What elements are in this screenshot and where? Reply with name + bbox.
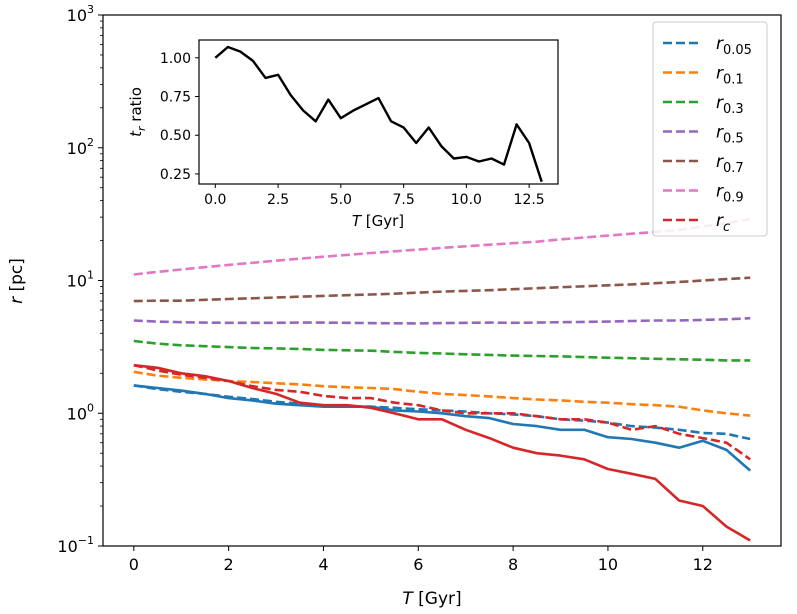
y-tick-exponent: 1: [87, 269, 94, 282]
inset-axes: 0.0 2.5 5.0 7.5 10.0 12.5 0.25 0.50 0.75 1.00: [160, 39, 559, 208]
svg-text:T [Gyr]: T [Gyr]: [402, 589, 461, 609]
inset-y-axis-title: tr ratio: [127, 87, 148, 137]
inset-y-tick-label: 0.75: [160, 90, 191, 106]
series-line-8: [133, 363, 751, 542]
inset-x-tick-label: 10.0: [451, 192, 482, 208]
legend-label-base: r: [716, 182, 724, 202]
legend-label-1: r0.1: [716, 64, 744, 88]
inset-x-tick-label: 2.5: [267, 192, 289, 208]
y-tick-label: 101: [67, 269, 94, 291]
inset-x-axis-title: T [Gyr]: [352, 212, 404, 230]
inset-x-tick-label: 7.5: [392, 192, 414, 208]
legend-label-0: r0.05: [716, 34, 752, 58]
series-line-3: [133, 316, 751, 325]
series-line-2: [133, 339, 751, 362]
y-tick-base: 10: [57, 537, 77, 556]
legend-label-sub: c: [723, 220, 730, 235]
y-tick-base: 10: [67, 272, 87, 291]
svg-text:tr ratio: tr ratio: [127, 87, 148, 137]
x-tick-label: 12: [693, 555, 713, 574]
main-x-axis-title: T [Gyr]: [402, 589, 461, 609]
y-tick-label: 103: [67, 3, 94, 25]
inset-y-tick-label: 0.25: [160, 167, 191, 183]
y-tick-exponent: 3: [87, 3, 94, 16]
legend-label-sub: 0.5: [723, 132, 744, 147]
series-line-7: [133, 384, 752, 472]
y-tick-label: 10−1: [57, 534, 94, 556]
y-tick-exponent: 2: [87, 136, 94, 149]
x-tick-label: 8: [508, 555, 518, 574]
legend-label-5: r0.9: [716, 182, 744, 206]
y-tick-base: 10: [67, 6, 87, 25]
x-tick-label: 6: [413, 555, 423, 574]
main-series-group: [133, 217, 752, 542]
inset-plot-frame: [198, 39, 559, 185]
legend-label-base: r: [716, 93, 724, 113]
inset-series-group: [214, 45, 543, 183]
inset-x-tick-label: 0.0: [204, 192, 226, 208]
inset-series-line-0: [214, 45, 543, 183]
legend-label-base: r: [716, 64, 724, 84]
legend-frame: [652, 21, 768, 237]
y-tick-base: 10: [67, 404, 87, 423]
inset-background: [199, 40, 558, 184]
legend-label-6: rc: [716, 211, 730, 235]
svg-text:r [pc]: r [pc]: [7, 258, 27, 304]
series-line-0: [133, 384, 751, 441]
x-tick-label: 0: [129, 555, 139, 574]
y-tick-label: 100: [67, 401, 94, 423]
x-tick-label: 2: [224, 555, 234, 574]
legend-label-2: r0.3: [716, 93, 744, 117]
main-y-axis-title: r [pc]: [7, 258, 27, 304]
legend-label-sub: 0.7: [723, 161, 744, 176]
y-tick-label: 102: [67, 136, 94, 158]
y-tick-base: 10: [67, 139, 87, 158]
inset-x-tick-label: 12.5: [514, 192, 545, 208]
y-tick-exponent: 0: [87, 401, 94, 414]
inset-chart: 0.0 2.5 5.0 7.5 10.0 12.5 0.25 0.50 0.75 1.00 T […: [127, 39, 559, 230]
series-line-1: [133, 370, 751, 417]
legend-label-sub: 0.3: [723, 102, 744, 117]
legend-label-4: r0.7: [716, 152, 744, 176]
x-tick-label: 10: [598, 555, 618, 574]
legend-label-3: r0.5: [716, 123, 744, 147]
svg-text:T [Gyr]: T [Gyr]: [352, 212, 404, 230]
legend-label-base: r: [716, 34, 724, 54]
inset-y-tick-label: 1.00: [160, 51, 191, 67]
legend-label-sub: 0.05: [723, 43, 752, 58]
legend-label-base: r: [716, 123, 724, 143]
legend-label-base: r: [716, 152, 724, 172]
series-line-4: [133, 276, 751, 303]
y-tick-exponent: −1: [78, 534, 94, 547]
inset-y-tick-label: 0.50: [160, 128, 191, 144]
inset-x-tick-label: 5.0: [330, 192, 352, 208]
legend-label-sub: 0.1: [723, 73, 744, 88]
x-tick-label: 4: [318, 555, 328, 574]
series-line-5: [133, 217, 751, 276]
legend-label-sub: 0.9: [723, 191, 744, 206]
legend-label-base: r: [716, 211, 724, 231]
